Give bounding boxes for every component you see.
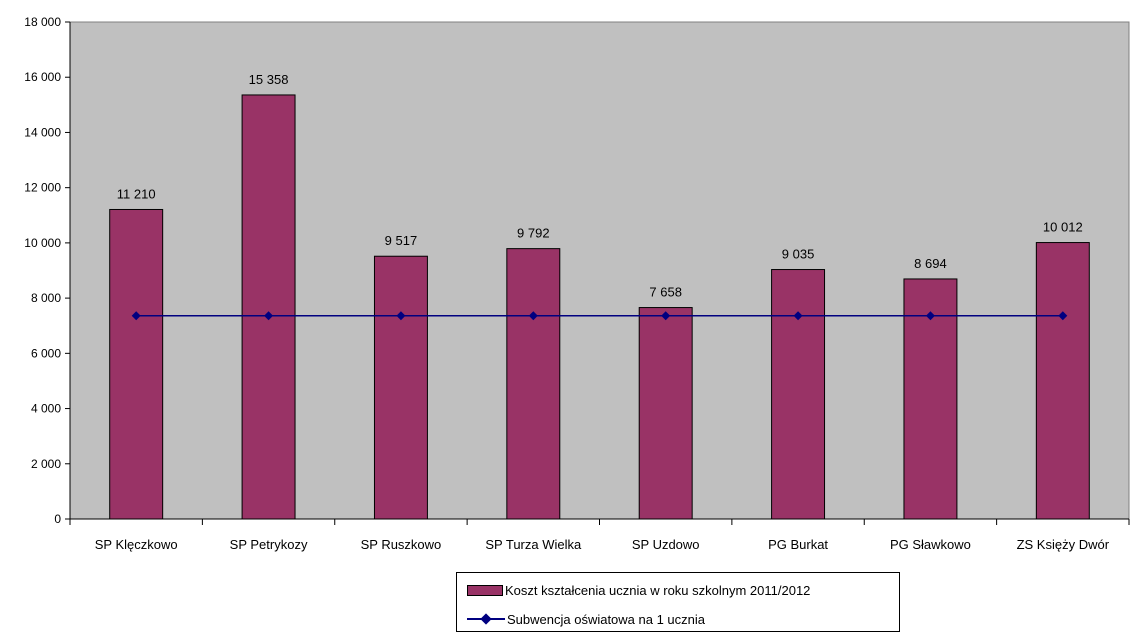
x-tick-label: SP Klęczkowo — [95, 537, 178, 552]
y-tick-label: 2 000 — [31, 457, 61, 471]
y-tick-label: 4 000 — [31, 402, 61, 416]
chart: 0 2 000 4 000 6 000 8 000 10 000 12 000 14 000 1… — [24, 15, 1130, 552]
x-tick-label: PG Sławkowo — [890, 537, 971, 552]
legend-swatch-line — [467, 613, 505, 625]
legend-swatch-bar — [467, 584, 503, 596]
line-marker — [1058, 311, 1068, 321]
y-tick-label: 10 000 — [24, 236, 61, 250]
y-tick-label: 6 000 — [31, 346, 61, 360]
bar — [506, 248, 561, 520]
line-marker — [793, 311, 803, 321]
legend: Koszt kształcenia ucznia w roku szkolnym… — [456, 572, 900, 632]
bar-data-label: 8 694 — [914, 256, 947, 271]
x-tick-label: ZS Księży Dwór — [1017, 537, 1110, 552]
x-axis: SP Klęczkowo SP Petrykozy SP Ruszkowo SP Tu… — [69, 518, 1130, 552]
bar — [771, 269, 826, 520]
line-marker — [661, 311, 671, 321]
legend-item-bar: Koszt kształcenia ucznia w roku szkolnym… — [467, 581, 810, 599]
bar — [373, 255, 428, 520]
line-marker — [131, 311, 141, 321]
legend-item-line: Subwencja oświatowa na 1 ucznia — [467, 610, 705, 628]
plot-area — [69, 21, 1130, 520]
bar-data-label: 15 358 — [249, 72, 289, 87]
legend-label-line: Subwencja oświatowa na 1 ucznia — [507, 611, 706, 627]
y-tick-label: 18 000 — [24, 15, 61, 29]
bar — [241, 94, 296, 520]
bar — [109, 208, 164, 520]
line-series — [131, 311, 1068, 321]
x-tick-label: SP Turza Wielka — [485, 537, 582, 552]
bar-data-label: 7 658 — [649, 285, 682, 300]
y-axis: 0 2 000 4 000 6 000 8 000 10 000 12 000 14 000 1… — [24, 15, 71, 526]
line-marker — [264, 311, 274, 321]
y-tick-label: 14 000 — [24, 125, 61, 139]
y-tick-label: 16 000 — [24, 70, 61, 84]
bar-series — [109, 94, 1090, 520]
bar-data-label: 9 517 — [385, 233, 418, 248]
x-tick-label: PG Burkat — [768, 537, 828, 552]
x-tick-label: SP Uzdowo — [632, 537, 700, 552]
line-marker — [396, 311, 406, 321]
bar-data-label: 11 210 — [117, 186, 156, 201]
line-marker — [925, 311, 935, 321]
x-tick-label: SP Ruszkowo — [361, 537, 442, 552]
bar-data-label: 9 035 — [782, 247, 815, 262]
y-tick-label: 12 000 — [24, 181, 61, 195]
bar — [1035, 242, 1090, 520]
y-tick-label: 8 000 — [31, 291, 61, 305]
y-tick-label: 0 — [54, 512, 61, 526]
bar — [638, 307, 693, 520]
data-labels: 11 210 15 358 9 517 9 792 7 658 9 035 8 694 10 … — [117, 72, 1083, 300]
legend-label-bar: Koszt kształcenia ucznia w roku szkolnym… — [505, 582, 811, 598]
bar-data-label: 10 012 — [1043, 220, 1083, 235]
line-marker — [528, 311, 538, 321]
x-tick-label: SP Petrykozy — [230, 537, 308, 552]
bar-data-label: 9 792 — [517, 226, 550, 241]
